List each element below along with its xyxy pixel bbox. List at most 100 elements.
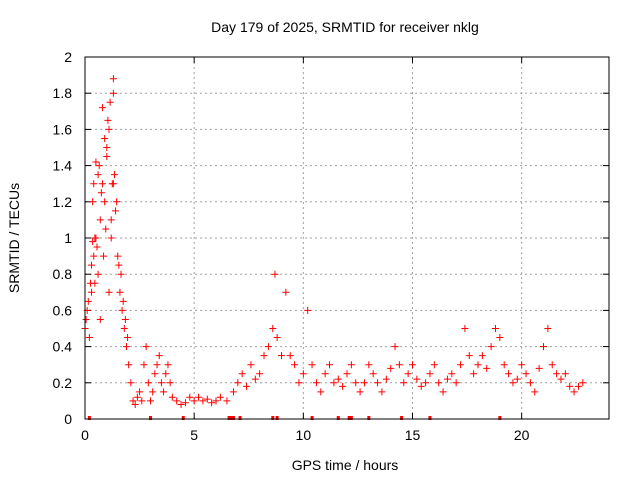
bottom-marker [428,416,432,420]
data-point [238,370,246,378]
data-point [124,334,132,342]
data-point [108,180,116,188]
bottom-marker [349,416,353,420]
data-point [88,288,96,296]
data-point [282,288,290,296]
data-point [522,370,530,378]
data-point [103,153,111,161]
data-point [478,352,486,360]
data-point [100,252,108,260]
data-point [110,171,118,179]
data-point [505,370,513,378]
data-point [483,364,491,372]
bottom-marker [231,416,235,420]
data-point [94,270,102,278]
data-points [81,75,587,409]
data-point [382,375,390,383]
bottom-marker [310,416,314,420]
y-tick-label: 2 [64,49,72,65]
bottom-marker [498,416,502,420]
data-point [84,297,92,305]
data-point [487,343,495,351]
data-point [365,361,373,369]
data-point [443,375,451,383]
data-point [107,234,115,242]
data-point [173,397,181,405]
data-point [452,379,460,387]
data-point [101,198,109,206]
data-point [347,361,355,369]
x-tick-label: 15 [405,427,421,443]
data-point [147,397,154,405]
data-point [107,216,115,224]
data-point [129,397,137,405]
data-point [127,379,135,387]
data-point [96,315,104,323]
y-tick-label: 0.8 [53,266,73,282]
data-point [317,388,325,396]
data-point [247,361,255,369]
chart-title: Day 179 of 2025, SRMTID for receiver nkl… [211,19,479,35]
data-point [113,198,121,206]
data-point [115,261,123,269]
data-point [404,370,412,378]
data-point [461,325,469,332]
bottom-marker [336,416,340,420]
data-point [518,361,526,369]
data-point [98,180,106,188]
data-point [343,370,351,378]
data-point [256,370,264,378]
data-point [136,388,144,396]
data-point [103,144,111,151]
data-point [177,401,185,409]
y-axis-label: SRMTID / TECUs [6,183,22,293]
data-point [122,343,130,351]
data-point [312,379,320,387]
x-tick-label: 5 [190,427,198,443]
data-point [208,399,216,407]
data-point [548,361,556,369]
data-point [400,379,408,387]
data-point [513,375,521,383]
data-point [474,361,482,369]
data-point [149,388,157,396]
data-point [82,315,90,323]
data-point [104,116,112,124]
data-point [374,379,382,387]
data-point [102,225,110,233]
data-point [409,361,416,369]
data-point [369,370,377,378]
y-tick-label: 0.2 [53,375,73,391]
data-point [117,270,125,278]
data-point [203,395,211,403]
data-point [195,393,203,401]
data-point [120,325,128,332]
data-point [251,375,259,383]
data-point [561,370,569,378]
bottom-marker [400,416,404,420]
x-tick-labels: 0 5 10 15 20 [81,427,530,443]
data-point [378,388,386,396]
data-point [339,382,347,390]
data-point [112,207,120,215]
data-point [295,379,303,387]
data-point [199,397,207,405]
data-point [164,361,172,369]
data-point [360,379,368,387]
data-point [321,370,329,378]
data-point [90,180,98,188]
y-tick-label: 0.6 [53,302,73,318]
data-point [155,352,163,360]
data-point [422,379,430,387]
data-point [190,397,198,405]
bottom-marker [275,416,279,420]
data-point [417,382,425,390]
data-point [271,270,279,278]
data-point [500,361,508,369]
data-point [109,75,117,83]
data-point [138,397,146,405]
y-tick-label: 0 [64,411,72,427]
data-point [118,306,126,314]
data-point [153,361,161,369]
data-point [413,375,421,383]
